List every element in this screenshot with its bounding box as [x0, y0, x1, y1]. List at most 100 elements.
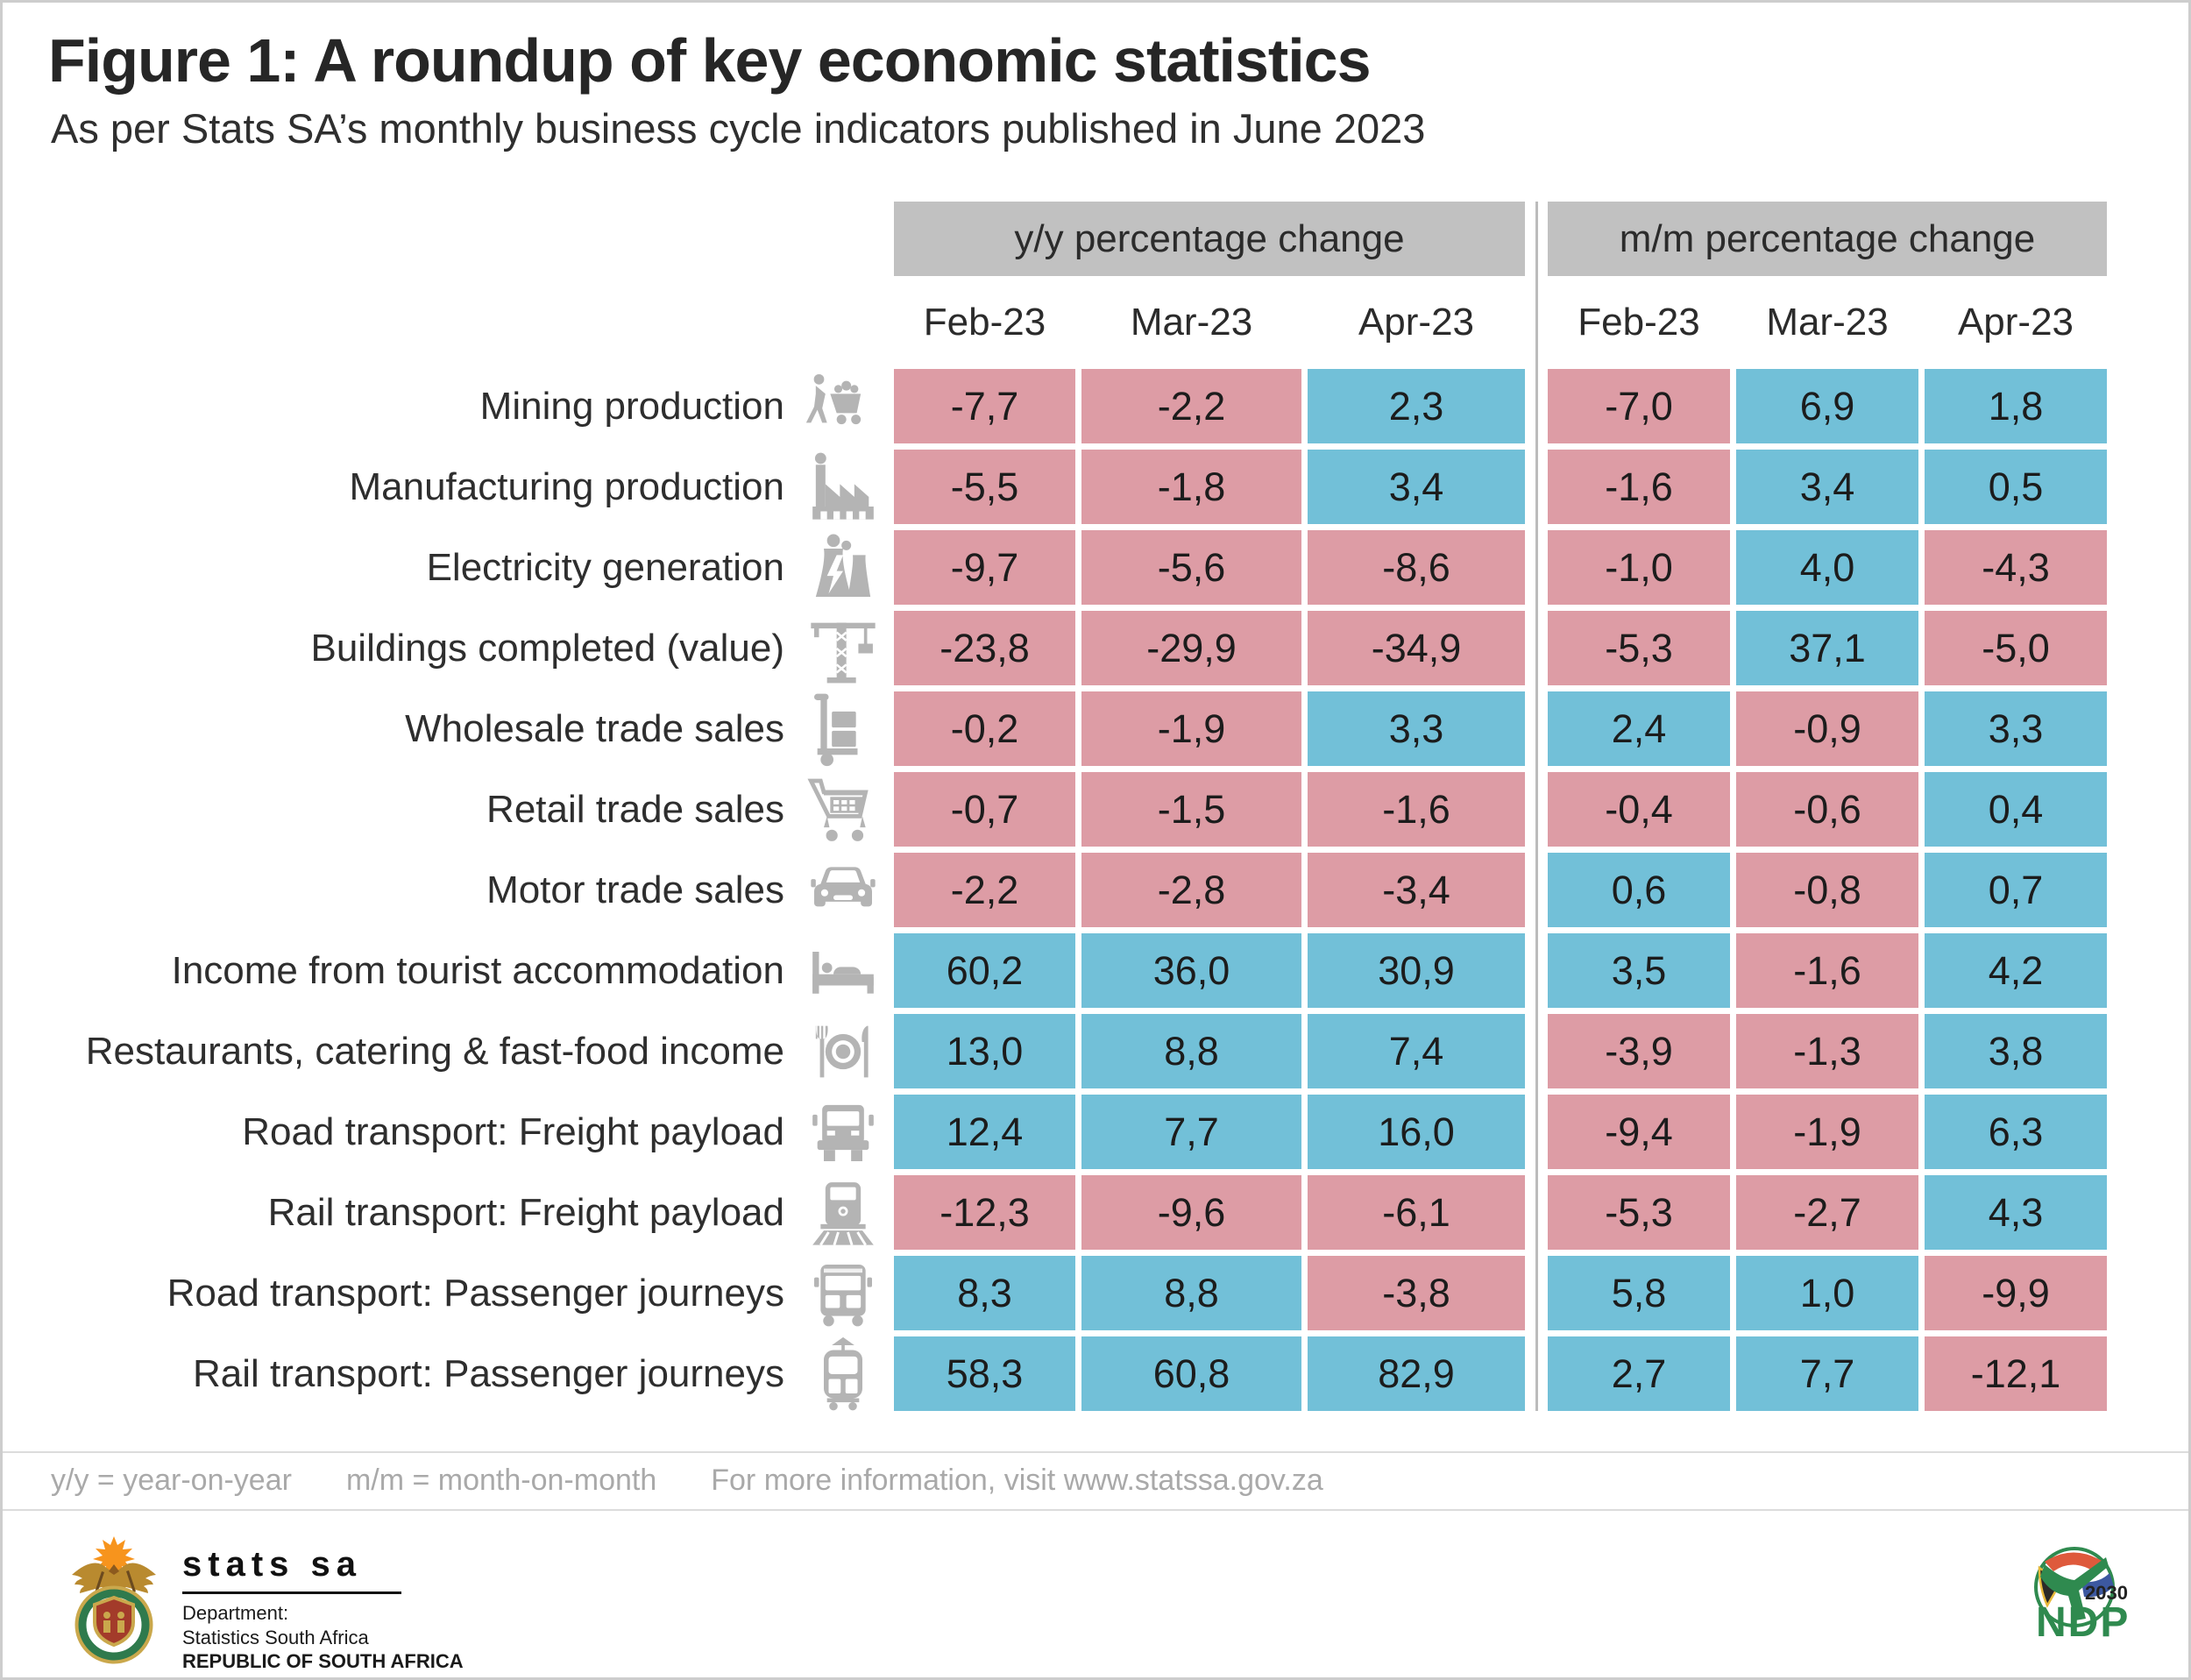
mm-value-cell: -3,9: [1548, 1014, 1730, 1088]
yy-value-cell: -34,9: [1308, 611, 1525, 685]
row-label: Buildings completed (value): [310, 626, 784, 670]
figure-subtitle: As per Stats SA’s monthly business cycle…: [51, 105, 1426, 152]
yy-value-cell: 2,3: [1308, 369, 1525, 443]
yy-value-cell: 36,0: [1081, 933, 1301, 1008]
mm-value-cell: -1,0: [1548, 530, 1730, 605]
bed-icon: [798, 933, 888, 1008]
yy-value-cell: 30,9: [1308, 933, 1525, 1008]
yy-value-cell: -5,5: [894, 450, 1075, 524]
truck-icon: [798, 1095, 888, 1169]
row-label: Rail transport: Freight payload: [267, 1190, 784, 1234]
mm-value-cell: 3,8: [1925, 1014, 2107, 1088]
ndp-logo-icon: 2030 NDP: [2034, 1547, 2130, 1646]
yy-value-cell: -1,9: [1081, 691, 1301, 766]
mm-value-cell: -4,3: [1925, 530, 2107, 605]
mm-value-cell: -9,4: [1548, 1095, 1730, 1169]
mm-value-cell: 0,6: [1548, 853, 1730, 927]
yy-value-cell: 8,8: [1081, 1014, 1301, 1088]
yy-value-cell: -3,8: [1308, 1256, 1525, 1330]
mm-value-cell: -0,9: [1736, 691, 1918, 766]
mm-value-cell: 37,1: [1736, 611, 1918, 685]
mm-value-cell: 2,7: [1548, 1336, 1730, 1411]
month-header-mm-apr: Apr-23: [1957, 301, 2074, 344]
statssa-country-line: REPUBLIC OF SOUTH AFRICA: [182, 1650, 464, 1672]
car-icon: [798, 853, 888, 927]
mm-value-cell: 6,3: [1925, 1095, 2107, 1169]
mm-value-cell: -2,7: [1736, 1175, 1918, 1250]
footer-notes: y/y = year-on-year m/m = month-on-month …: [51, 1451, 1323, 1509]
row-label: Mining production: [479, 384, 784, 428]
mm-value-cell: -0,8: [1736, 853, 1918, 927]
footnote-yy: y/y = year-on-year: [51, 1463, 292, 1497]
mining-icon: [798, 369, 888, 443]
footer-rule-top: [3, 1451, 2188, 1453]
yy-value-cell: -9,6: [1081, 1175, 1301, 1250]
mm-value-cell: -5,3: [1548, 1175, 1730, 1250]
yy-value-cell: -0,2: [894, 691, 1075, 766]
tram-icon: [798, 1336, 888, 1411]
yy-value-cell: 58,3: [894, 1336, 1075, 1411]
month-header-yy-mar: Mar-23: [1130, 301, 1253, 344]
mm-value-cell: 0,7: [1925, 853, 2107, 927]
yy-value-cell: -2,2: [894, 853, 1075, 927]
mm-value-cell: -1,6: [1548, 450, 1730, 524]
crane-icon: [798, 611, 888, 685]
ndp-year-text: 2030: [2085, 1582, 2128, 1604]
month-header-mm-mar: Mar-23: [1766, 301, 1889, 344]
figure-title: Figure 1: A roundup of key economic stat…: [48, 26, 1372, 95]
mm-group-header: m/m percentage change: [1548, 202, 2107, 276]
statssa-text-block: stats sa Department: Statistics South Af…: [182, 1545, 464, 1674]
yy-value-cell: -23,8: [894, 611, 1075, 685]
footnote-mm: m/m = month-on-month: [345, 1463, 657, 1497]
row-label: Restaurants, catering & fast-food income: [85, 1029, 784, 1073]
yy-value-cell: -12,3: [894, 1175, 1075, 1250]
yy-group-header: y/y percentage change: [894, 202, 1525, 276]
yy-value-cell: 3,3: [1308, 691, 1525, 766]
mm-value-cell: -5,3: [1548, 611, 1730, 685]
mm-value-cell: 4,3: [1925, 1175, 2107, 1250]
yy-value-cell: 60,8: [1081, 1336, 1301, 1411]
section-divider-line: [1535, 202, 1538, 1411]
ndp-acronym-text: NDP: [2036, 1599, 2130, 1646]
shopping-cart-icon: [798, 772, 888, 847]
mm-value-cell: 0,5: [1925, 450, 2107, 524]
coat-of-arms-icon: [72, 1536, 156, 1664]
stats-table: y/y percentage change m/m percentage cha…: [3, 202, 2107, 1411]
bus-icon: [798, 1256, 888, 1330]
locomotive-icon: [798, 1175, 888, 1250]
statssa-org-line: Statistics South Africa: [182, 1626, 369, 1648]
mm-value-cell: -1,3: [1736, 1014, 1918, 1088]
row-label: Manufacturing production: [349, 464, 784, 508]
yy-value-cell: 8,8: [1081, 1256, 1301, 1330]
ndp-2030-logo: 2030 NDP: [2018, 1543, 2141, 1653]
mm-value-cell: 7,7: [1736, 1336, 1918, 1411]
mm-value-cell: 5,8: [1548, 1256, 1730, 1330]
row-label: Road transport: Passenger journeys: [167, 1271, 784, 1315]
spacer: [798, 202, 888, 276]
mm-value-cell: -12,1: [1925, 1336, 2107, 1411]
row-label: Road transport: Freight payload: [242, 1109, 784, 1153]
month-header-yy-feb: Feb-23: [923, 301, 1046, 344]
row-label: Motor trade sales: [486, 868, 784, 911]
statssa-wordmark: stats sa: [182, 1545, 401, 1594]
mm-value-cell: 3,4: [1736, 450, 1918, 524]
mm-value-cell: 6,9: [1736, 369, 1918, 443]
yy-value-cell: 7,4: [1308, 1014, 1525, 1088]
yy-value-cell: 82,9: [1308, 1336, 1525, 1411]
spacer: [3, 282, 791, 363]
spacer: [3, 202, 791, 276]
mm-value-cell: -9,9: [1925, 1256, 2107, 1330]
yy-value-cell: 7,7: [1081, 1095, 1301, 1169]
yy-value-cell: 12,4: [894, 1095, 1075, 1169]
mm-value-cell: -5,0: [1925, 611, 2107, 685]
footnote-info: For more information, visit www.statssa.…: [711, 1463, 1323, 1497]
row-label: Income from tourist accommodation: [171, 948, 784, 992]
yy-value-cell: 16,0: [1308, 1095, 1525, 1169]
statssa-dept-line: Department:: [182, 1602, 289, 1624]
month-header-mm-feb: Feb-23: [1578, 301, 1700, 344]
factory-icon: [798, 450, 888, 524]
yy-value-cell: -5,6: [1081, 530, 1301, 605]
yy-value-cell: -3,4: [1308, 853, 1525, 927]
footer-rule-bottom: [3, 1509, 2188, 1511]
